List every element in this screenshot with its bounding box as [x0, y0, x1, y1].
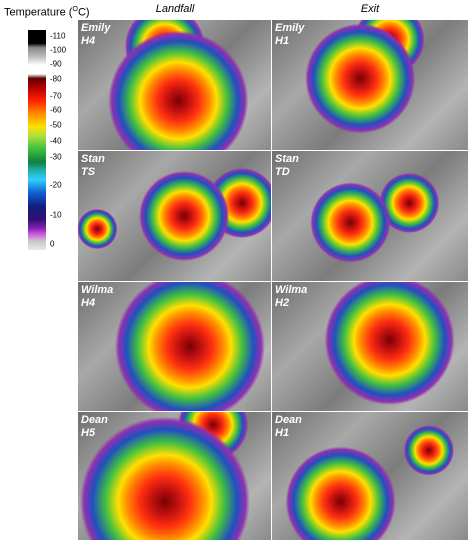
- colorbar-tick-label: 0: [50, 239, 55, 249]
- storm-category: H1: [275, 35, 290, 47]
- colorbar-tick-label: -80: [50, 74, 62, 84]
- storm-name: Dean: [275, 414, 302, 426]
- colorbar-tick-label: -110: [50, 31, 66, 41]
- storm-name: Emily: [275, 22, 305, 34]
- colorbar-tick-label: -70: [50, 91, 62, 101]
- storm-category: H5: [81, 427, 96, 439]
- storm-name: Dean: [81, 414, 108, 426]
- storm-category: H2: [275, 297, 290, 309]
- panel-label: Wilma H2: [275, 284, 307, 310]
- colorbar-title: Temperature (OC): [4, 6, 90, 19]
- satellite-image: Dean H5: [78, 412, 271, 540]
- panel-label: Stan TD: [275, 153, 299, 179]
- colorbar-tick-label: -20: [50, 180, 62, 190]
- colorbar-tick-label: -10: [50, 210, 62, 220]
- column-header: Exit: [360, 3, 380, 15]
- panel-label: Stan TS: [81, 153, 105, 179]
- satellite-image: Wilma H4: [78, 282, 271, 411]
- storm-name: Stan: [81, 153, 105, 165]
- storm-name: Wilma: [275, 284, 308, 296]
- storm-category: TD: [275, 166, 290, 178]
- panel-label: Dean H5: [81, 414, 108, 440]
- storm-category: H4: [81, 35, 96, 47]
- storm-name: Stan: [275, 153, 299, 165]
- satellite-image: Emily H4: [78, 20, 271, 150]
- storm-category: TS: [81, 166, 96, 178]
- colorbar-tick-label: -100: [50, 45, 67, 55]
- colorbar-tick-label: -90: [50, 59, 62, 69]
- satellite-image: Stan TS: [78, 151, 271, 281]
- satellite-image: Wilma H2: [272, 282, 468, 411]
- satellite-image: Stan TD: [272, 151, 468, 281]
- storm-name: Emily: [81, 22, 111, 34]
- storm-category: H4: [81, 297, 96, 309]
- colorbar-title-sup: O: [72, 6, 78, 13]
- panel-label: Wilma H4: [81, 284, 113, 310]
- storm-name: Wilma: [81, 284, 114, 296]
- panel-label: Emily H4: [81, 22, 110, 48]
- colorbar-tick-label: -30: [50, 152, 62, 162]
- panel-label: Emily H1: [275, 22, 304, 48]
- colorbar-tick-label: -40: [50, 136, 62, 146]
- colorbar-title-text: Temperature (: [4, 6, 73, 19]
- colorbar: [28, 30, 46, 250]
- panel-label: Dean H1: [275, 414, 302, 440]
- satellite-image: Dean H1: [272, 412, 468, 540]
- satellite-image: Emily H1: [272, 20, 468, 150]
- colorbar-title-unit: C): [77, 6, 90, 19]
- storm-category: H1: [275, 427, 290, 439]
- column-header: Landfall: [155, 3, 195, 15]
- colorbar-tick-label: -50: [50, 120, 62, 130]
- colorbar-tick-label: -60: [50, 105, 62, 115]
